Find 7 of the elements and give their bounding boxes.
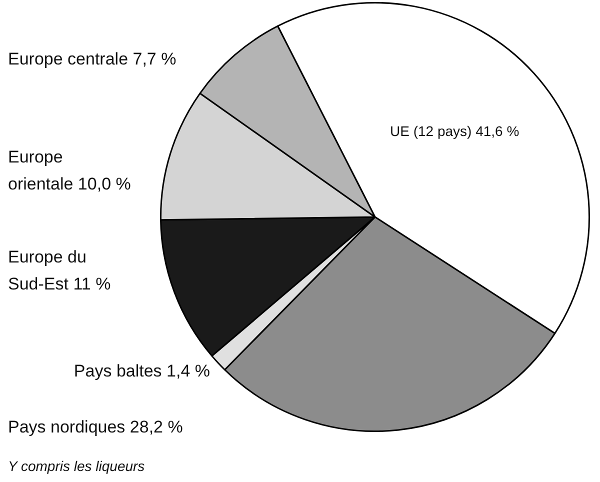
slice-label: Europe orientale 10,0 % [8,148,131,194]
slice-label: Pays baltes 1,4 % [74,362,210,381]
slice-label: Pays nordiques 28,2 % [8,418,183,437]
slice-label: Europe centrale 7,7 % [8,50,176,69]
text: Y compris les liqueurs [8,458,145,474]
slice-label: UE (12 pays) 41,6 % [390,122,520,139]
slice-label: Europe du Sud-Est 11 % [8,248,111,294]
